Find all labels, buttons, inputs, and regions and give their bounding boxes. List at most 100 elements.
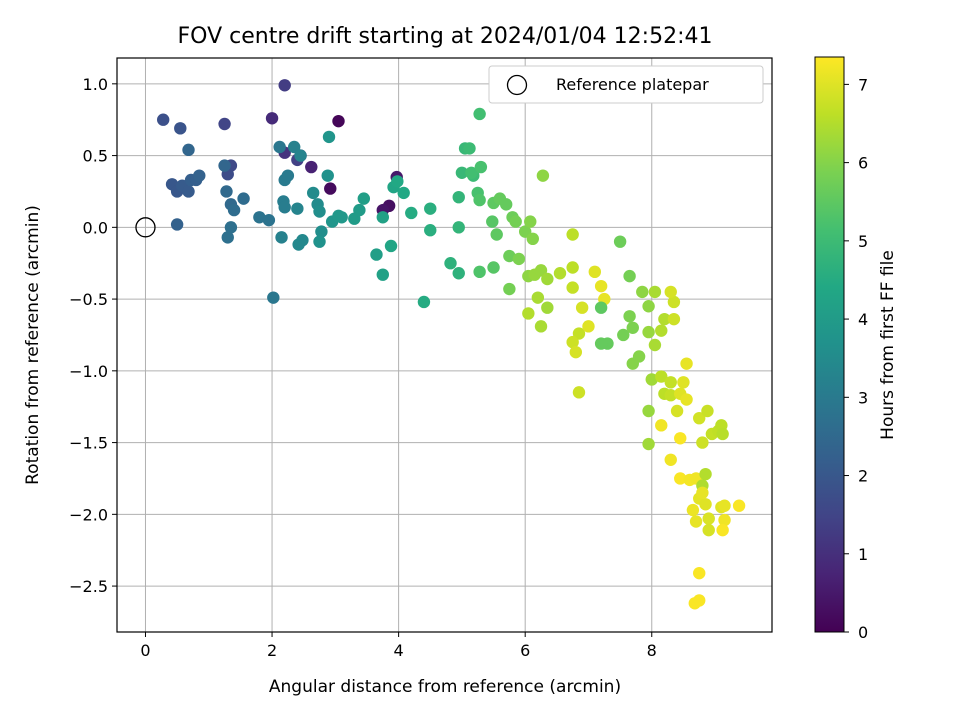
data-point [221, 231, 234, 244]
data-point [575, 301, 589, 314]
data-point [473, 193, 486, 207]
data-point [541, 301, 554, 314]
reference-platepar-marker [135, 217, 156, 238]
data-point [732, 499, 746, 512]
colorbar-label: Hours from first FF file [878, 250, 898, 440]
data-point [370, 248, 383, 261]
data-point [617, 328, 630, 342]
x-axis-ticks: 0 2 4 6 8 [140, 632, 657, 660]
data-point [473, 107, 486, 121]
data-point [332, 114, 345, 128]
data-points [135, 79, 746, 610]
data-point [716, 523, 729, 537]
data-point [509, 215, 522, 228]
data-point [541, 272, 554, 286]
y-tick-label: −1.0 [69, 362, 108, 381]
data-point [182, 185, 195, 198]
data-point [702, 523, 715, 537]
y-tick-label: 0.5 [83, 147, 108, 166]
colorbar-tick-label: 0 [858, 623, 868, 642]
y-tick-label: 0.0 [83, 218, 108, 237]
data-point [452, 267, 465, 280]
x-tick-label: 4 [394, 641, 404, 660]
data-point [674, 472, 687, 485]
data-point [664, 389, 677, 402]
data-point [335, 211, 348, 224]
data-point [424, 224, 437, 237]
y-axis-ticks: −2.5 −2.0 −1.5 −1.0 −0.5 0.0 0.5 1.0 [69, 75, 117, 596]
data-point [658, 312, 671, 326]
data-point [689, 515, 703, 528]
data-point [594, 337, 608, 350]
data-point [193, 169, 206, 182]
data-point [642, 404, 655, 418]
data-point [702, 512, 715, 525]
y-tick-label: −1.5 [69, 434, 108, 453]
colorbar-tick-label: 6 [858, 154, 868, 173]
legend-reference-marker [506, 74, 528, 96]
data-point [463, 142, 476, 155]
data-point [512, 252, 526, 266]
data-point [452, 190, 465, 204]
data-point [273, 140, 286, 154]
data-point [688, 597, 701, 610]
data-point [534, 320, 548, 333]
data-point [718, 513, 731, 527]
data-point [487, 261, 500, 274]
data-point [253, 211, 266, 224]
data-point [376, 211, 389, 224]
data-point [594, 301, 608, 314]
data-point [642, 437, 655, 451]
data-point [582, 320, 595, 333]
data-point [275, 231, 288, 244]
data-point [315, 225, 328, 238]
colorbar-tick-label: 3 [858, 388, 868, 407]
data-point [218, 117, 231, 131]
data-point [534, 264, 548, 277]
data-point [664, 285, 677, 299]
data-point [465, 166, 478, 179]
data-point [417, 295, 431, 309]
data-point [699, 498, 712, 511]
data-point [281, 169, 295, 182]
data-point [218, 159, 231, 172]
data-point [522, 307, 535, 320]
data-point [594, 279, 608, 293]
data-point [531, 291, 545, 304]
data-point [696, 436, 709, 449]
data-point [645, 373, 658, 386]
legend-label: Reference platepar [556, 75, 709, 94]
data-point [553, 267, 567, 280]
data-point [677, 376, 690, 389]
data-point [566, 335, 579, 349]
grid-lines [117, 58, 772, 632]
data-point [655, 419, 668, 432]
legend: Reference platepar [488, 65, 764, 104]
data-point [452, 221, 465, 234]
plot-area-frame [116, 57, 773, 633]
data-point [623, 310, 636, 323]
data-point [455, 166, 469, 179]
x-tick-label: 2 [267, 641, 277, 660]
legend-box [488, 65, 764, 104]
y-tick-label: 1.0 [83, 75, 108, 94]
colorbar [814, 56, 845, 633]
data-point [701, 404, 714, 418]
data-point [262, 213, 276, 227]
data-point [322, 130, 336, 144]
data-point [490, 228, 503, 241]
data-point [391, 175, 404, 188]
x-axis-label: Angular distance from reference (arcmin) [269, 677, 621, 697]
data-point [623, 269, 636, 283]
data-point [632, 350, 646, 363]
data-point [170, 218, 184, 231]
data-point [524, 215, 537, 228]
y-axis-label: Rotation from reference (arcmin) [23, 205, 43, 485]
data-point [718, 499, 731, 512]
data-point [613, 235, 627, 248]
data-point [648, 285, 662, 299]
data-point [566, 261, 579, 274]
data-point [156, 113, 170, 126]
data-point [265, 112, 279, 125]
data-point [357, 192, 371, 205]
